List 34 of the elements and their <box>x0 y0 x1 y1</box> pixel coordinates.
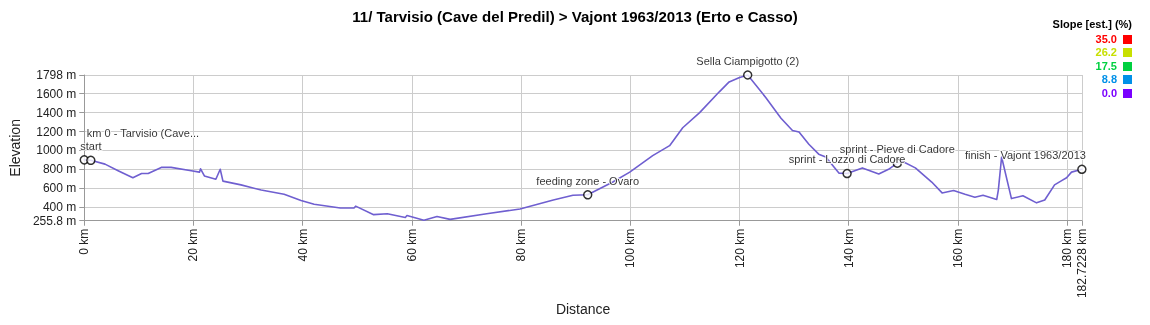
x-tick-label: 20 km <box>186 228 201 262</box>
x-tick-label: 140 km <box>841 228 856 269</box>
y-tick-label: 800 m <box>42 162 77 177</box>
y-tick-label: 1000 m <box>36 143 77 158</box>
y-tick-label: 1400 m <box>36 105 77 120</box>
y-tick-label: 400 m <box>42 200 77 215</box>
x-tick-label: 60 km <box>404 228 419 262</box>
x-tick-label: 180 km <box>1060 228 1075 269</box>
y-tick-label: 1600 m <box>36 86 77 101</box>
annotation: Sella Ciampigotto (2) <box>696 54 800 67</box>
x-tick-label: 160 km <box>950 228 965 269</box>
x-tick-label: 80 km <box>514 228 529 262</box>
y-axis-title: Elevation <box>7 119 23 177</box>
annotation: km 0 - Tarvisio (Cave... <box>86 127 200 140</box>
chart-title: 11/ Tarvisio (Cave del Predil) > Vajont 1963/2013 (Erto e Casso) <box>352 8 798 25</box>
y-tick-label: 1200 m <box>36 124 77 139</box>
annotation: sprint - Pieve di Cadore <box>839 142 955 155</box>
text: 0.0 <box>1101 86 1117 99</box>
x-tick-label: 120 km <box>732 228 747 269</box>
x-tick-label: 100 km <box>623 228 638 269</box>
y-tick-label: 1798 m <box>36 68 77 82</box>
text: Slope [est.] (%) <box>1052 18 1132 30</box>
x-tick-label: 40 km <box>295 228 310 262</box>
annotation: finish - Vajont 1963/2013 <box>964 149 1086 162</box>
y-tick-label: 255.8 m <box>32 213 77 228</box>
x-tick-label: 182.7228 km <box>1075 228 1089 299</box>
text: 8.8 <box>1101 73 1117 85</box>
x-axis-title: Distance <box>555 301 611 317</box>
x-tick-label: 0 km <box>77 228 92 255</box>
text: 35.0 <box>1095 32 1117 45</box>
text: 17.5 <box>1095 59 1117 72</box>
annotation: start <box>80 139 102 152</box>
y-tick-label: 600 m <box>42 181 77 196</box>
text: 26.2 <box>1095 46 1117 58</box>
